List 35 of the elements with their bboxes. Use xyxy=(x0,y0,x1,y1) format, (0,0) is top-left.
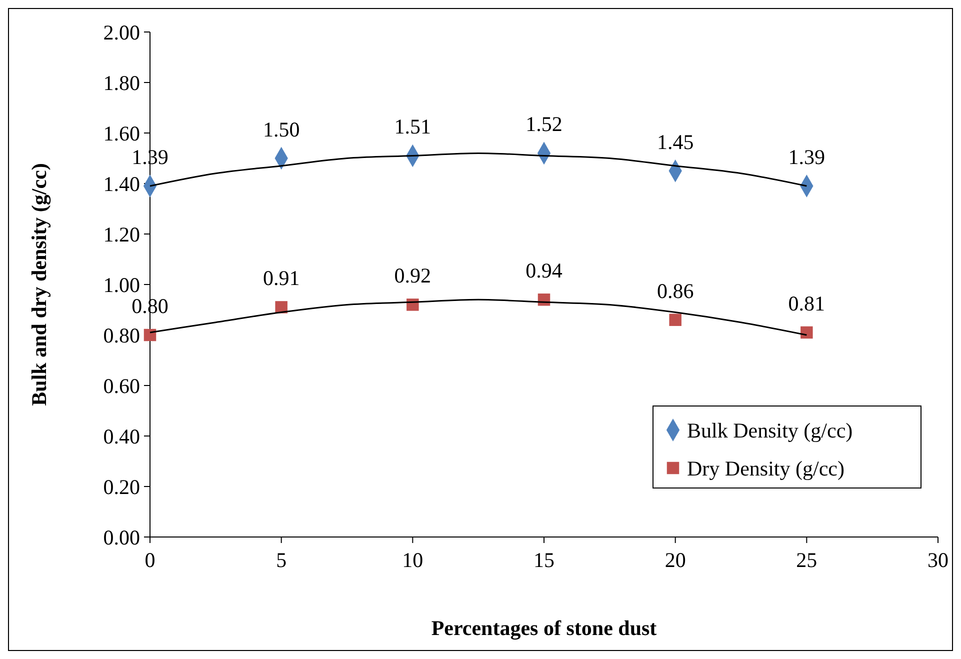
data-label: 1.51 xyxy=(394,114,432,139)
y-tick-label: 0.40 xyxy=(103,424,140,448)
data-label: 1.45 xyxy=(656,130,694,154)
x-axis-title: Percentages of stone dust xyxy=(431,616,657,640)
data-label: 0.81 xyxy=(788,291,826,316)
data-label: 0.94 xyxy=(526,258,563,283)
point xyxy=(669,314,682,326)
y-tick-label: 1.00 xyxy=(103,272,140,297)
y-tick-label: 1.60 xyxy=(103,121,140,146)
y-tick-label: 2.00 xyxy=(103,20,140,44)
x-tick-label: 20 xyxy=(664,548,686,572)
y-tick-label: 1.40 xyxy=(103,172,140,196)
y-axis-title: Bulk and dry density (g/cc) xyxy=(27,163,51,406)
data-label: 0.92 xyxy=(394,264,432,288)
point xyxy=(800,326,813,339)
x-tick-label: 15 xyxy=(534,548,554,572)
data-label: 1.52 xyxy=(526,112,562,136)
y-tick-label: 0.00 xyxy=(103,525,140,550)
legend-label: Bulk Density (g/cc) xyxy=(687,418,853,442)
x-tick-label: 30 xyxy=(928,548,948,572)
x-tick-label: 0 xyxy=(144,548,156,572)
y-tick-label: 1.20 xyxy=(103,222,140,246)
y-tick-label: 1.80 xyxy=(103,70,140,95)
x-tick-label: 10 xyxy=(402,548,424,572)
data-label: 1.50 xyxy=(262,117,300,142)
y-tick-label: 0.20 xyxy=(103,474,140,499)
y-tick-label: 0.60 xyxy=(103,374,140,398)
point xyxy=(144,328,156,342)
data-label: 1.39 xyxy=(788,145,826,170)
data-label: 0.86 xyxy=(656,278,694,303)
x-tick-label: 25 xyxy=(796,548,818,572)
x-tick-label: 5 xyxy=(276,548,287,572)
legend-label: Dry Density (g/cc) xyxy=(687,456,844,480)
data-label: 0.91 xyxy=(262,266,300,290)
y-tick-label: 0.80 xyxy=(103,323,140,348)
